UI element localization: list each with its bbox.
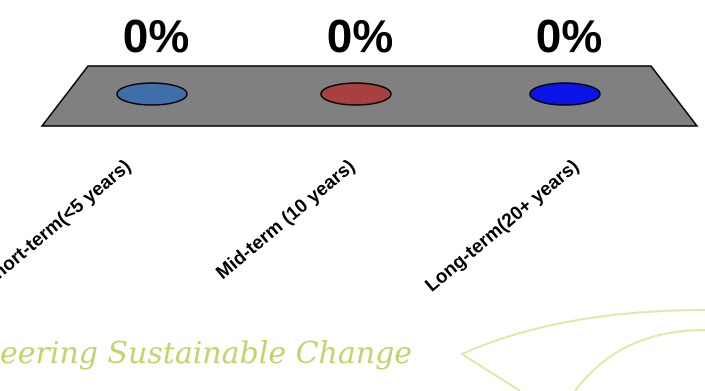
value-label-0: 0% (123, 10, 189, 62)
value-label-1: 0% (327, 10, 393, 62)
bar-0 (116, 82, 188, 106)
tagline-text: eering Sustainable Change (0, 336, 413, 371)
decorative-arc-inner (574, 329, 705, 391)
category-label-0: Short-term(<5 years) (0, 156, 135, 292)
value-label-2: 0% (536, 10, 602, 62)
bar-2 (529, 82, 601, 106)
bar-1 (320, 82, 392, 106)
decorative-arc (459, 309, 705, 391)
category-label-1: Mid-term (10 years) (212, 156, 359, 284)
category-label-2: Long-term(20+ years) (421, 156, 583, 297)
